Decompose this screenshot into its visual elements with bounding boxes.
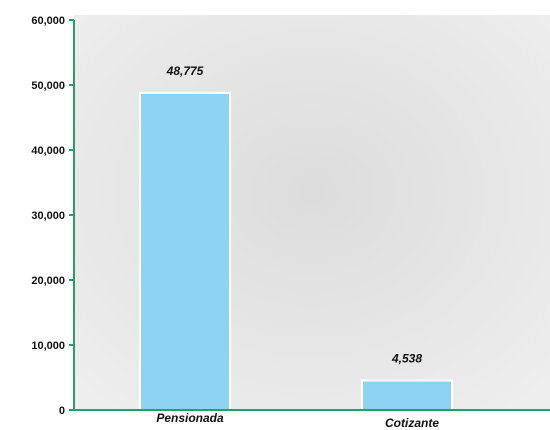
- y-tick-label: 50,000: [31, 80, 65, 92]
- y-tick-label: 60,000: [31, 15, 65, 27]
- data-label: 48,775: [166, 64, 204, 78]
- y-tick-label: 40,000: [31, 145, 65, 157]
- x-category-label: Cotizante: [385, 416, 439, 430]
- y-tick-label: 0: [59, 405, 65, 417]
- x-category-label: Pensionada: [156, 411, 224, 425]
- chart-marks: 0 10,000 20,000 30,000 40,000 50,000 60,000 48,…: [31, 15, 550, 430]
- y-tick-label: 20,000: [31, 275, 65, 287]
- data-label: 4,538: [391, 352, 422, 366]
- bar-pensionada: [139, 91, 231, 412]
- bar-cotizante: [361, 379, 453, 411]
- y-tick-label: 30,000: [31, 210, 65, 222]
- y-tick-label: 10,000: [31, 340, 65, 352]
